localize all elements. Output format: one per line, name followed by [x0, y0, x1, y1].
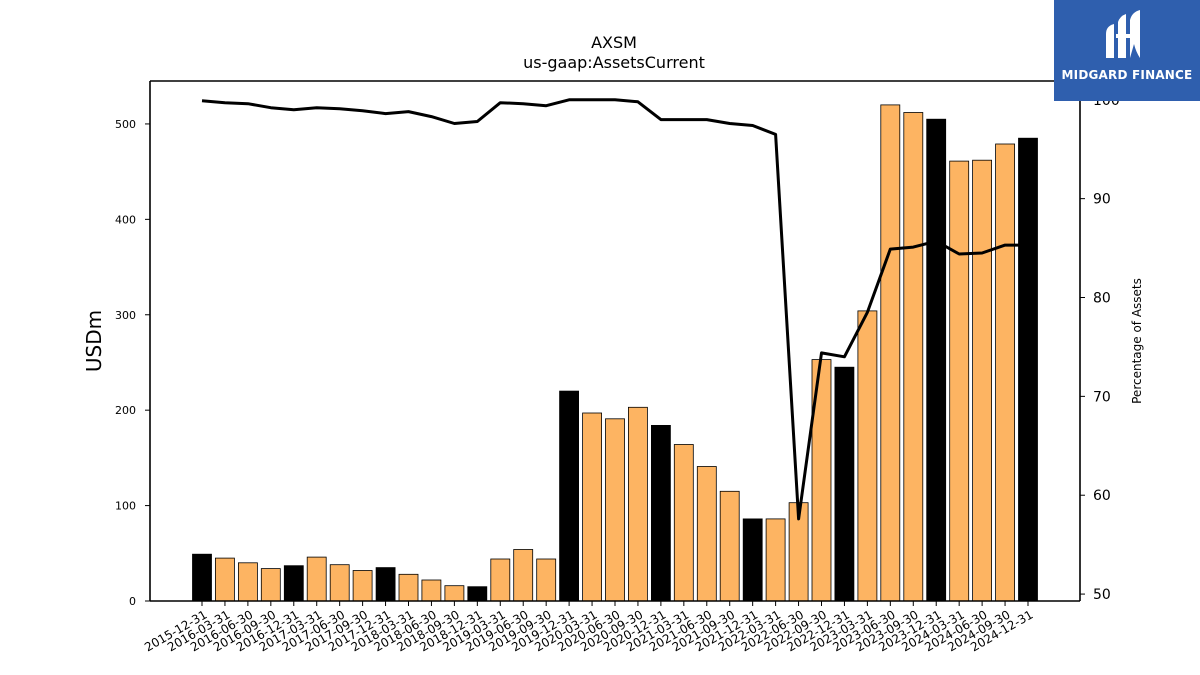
- logo-text: MIDGARD FINANCE: [1061, 68, 1193, 82]
- y2-tick-label: 60: [1093, 488, 1111, 504]
- bar-2016-09-30: [260, 568, 281, 602]
- chart-subtitle: us-gaap:AssetsCurrent: [523, 53, 705, 72]
- y2-tick-label: 80: [1093, 291, 1111, 307]
- percentage-line: [201, 98, 1028, 521]
- bar-2017-09-30: [352, 570, 373, 602]
- bar-2023-09-30: [903, 112, 924, 602]
- bar-2019-06-30: [513, 549, 534, 602]
- bar-2023-12-31: [926, 118, 947, 602]
- chart-title: AXSM: [591, 33, 637, 52]
- bar-2017-06-30: [329, 564, 350, 602]
- midgard-finance-logo: MIDGARD FINANCE: [1054, 0, 1200, 101]
- y-tick-label: 100: [115, 500, 136, 513]
- bar-series: [192, 104, 1038, 602]
- y-tick-label: 200: [115, 404, 136, 417]
- y2-axis-ticks: 5060708090100: [1080, 93, 1120, 603]
- bar-2023-06-30: [880, 104, 901, 602]
- y-tick-label: 0: [129, 595, 136, 608]
- bar-2018-03-31: [398, 573, 419, 602]
- bar-2016-03-31: [214, 557, 235, 602]
- y-tick-label: 400: [115, 213, 136, 226]
- bar-2019-09-30: [536, 558, 557, 602]
- y-axis-label: USDm: [82, 310, 106, 372]
- bar-2023-03-31: [857, 310, 878, 602]
- y-tick-label: 300: [115, 309, 136, 322]
- bar-2018-09-30: [444, 585, 465, 602]
- y2-tick-label: 90: [1093, 192, 1111, 208]
- bar-2024-03-31: [949, 160, 970, 602]
- y-axis-ticks: 0 100 200 300 400 500: [115, 118, 150, 608]
- bar-2020-03-31: [582, 412, 602, 602]
- bar-2021-12-31: [742, 518, 763, 602]
- bar-2021-03-31: [673, 444, 694, 602]
- bar-2016-06-30: [237, 562, 258, 602]
- y2-tick-label: 70: [1093, 389, 1111, 405]
- bar-2024-09-30: [995, 143, 1015, 602]
- bar-2024-06-30: [972, 159, 992, 602]
- y2-axis-label: Percentage of Assets: [1130, 278, 1144, 404]
- bar-2020-09-30: [628, 406, 648, 602]
- bar-2018-06-30: [421, 579, 442, 602]
- bar-2019-03-31: [490, 558, 511, 602]
- bar-2018-12-31: [467, 586, 488, 602]
- bar-2017-12-31: [375, 567, 396, 602]
- y2-tick-label: 50: [1093, 587, 1111, 603]
- x-axis-ticks: 2015-12-312016-03-312016-06-302016-09-30…: [142, 601, 1036, 654]
- bar-2017-03-31: [306, 556, 327, 602]
- bar-2020-06-30: [605, 418, 625, 602]
- bar-2024-12-31: [1018, 137, 1038, 602]
- bar-2022-03-31: [765, 518, 786, 602]
- bar-2019-12-31: [559, 390, 579, 602]
- y-tick-label: 500: [115, 118, 136, 131]
- bar-2021-06-30: [696, 466, 717, 602]
- bar-2016-12-31: [283, 565, 304, 602]
- bar-2020-12-31: [651, 424, 671, 602]
- percentage-line-series: [201, 98, 1028, 521]
- bar-2022-12-31: [834, 366, 855, 602]
- bar-2021-09-30: [719, 490, 740, 602]
- bar-2015-12-31: [192, 553, 212, 602]
- midgard-logo-icon: [1106, 10, 1140, 58]
